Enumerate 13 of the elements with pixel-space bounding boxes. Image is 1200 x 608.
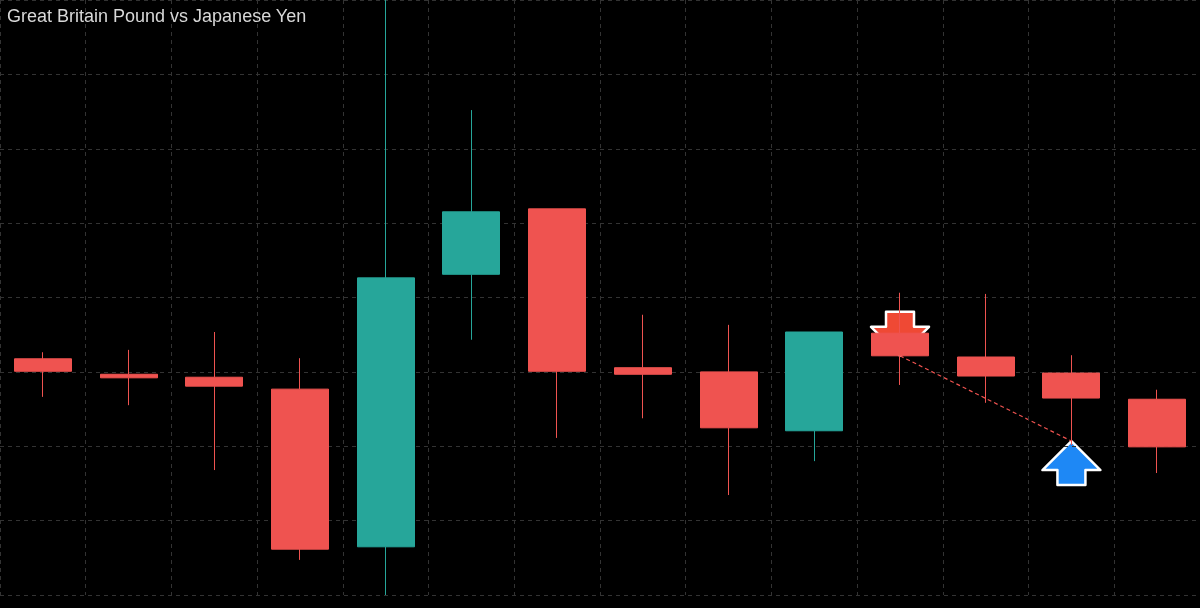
candlestick <box>700 324 758 496</box>
candlestick <box>357 0 415 596</box>
candlestick <box>271 357 329 561</box>
candlestick <box>14 351 72 398</box>
candlestick <box>528 208 586 439</box>
candlestick <box>185 331 243 471</box>
candlestick <box>1128 389 1186 474</box>
chart-title: Great Britain Pound vs Japanese Yen <box>7 6 307 26</box>
candlestick <box>785 331 843 462</box>
candlestick <box>614 314 672 419</box>
candlestick <box>442 109 500 341</box>
candlestick <box>957 293 1015 404</box>
candlestick <box>100 349 158 406</box>
